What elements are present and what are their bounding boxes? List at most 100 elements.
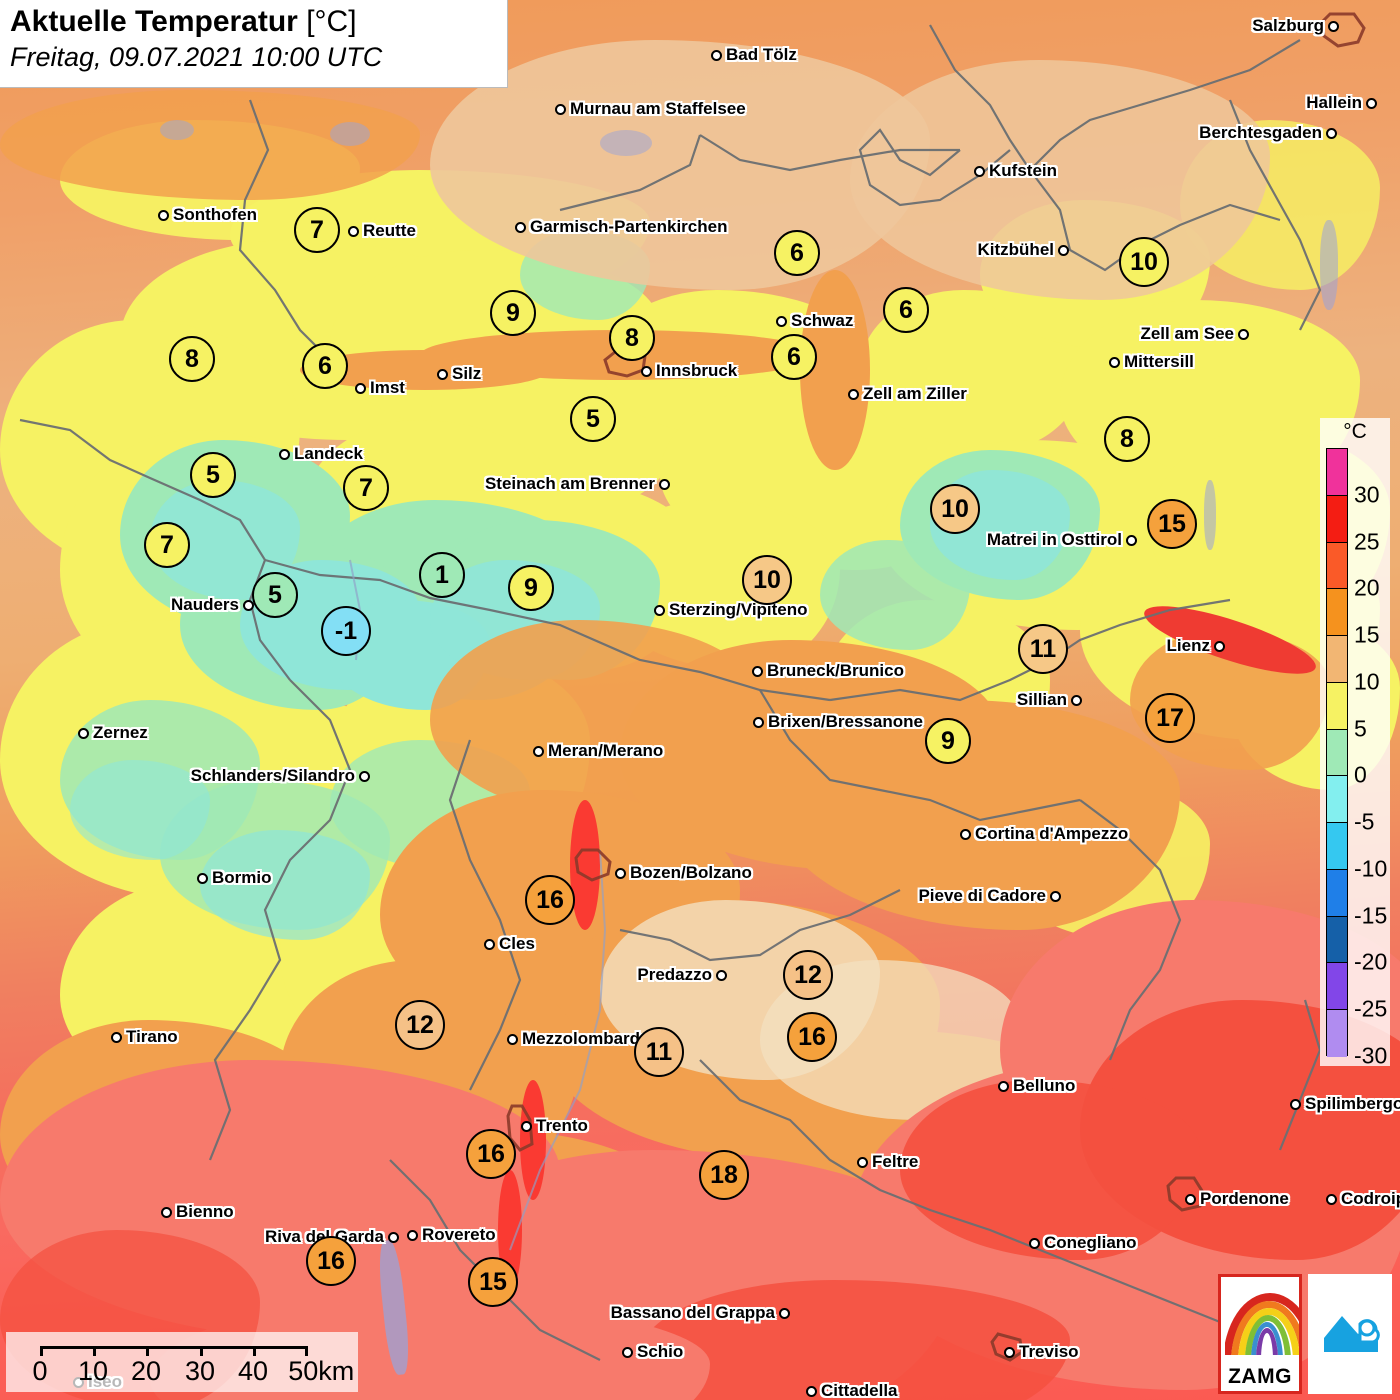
city-name: Brixen/Bressanone (768, 712, 923, 731)
city-label: Cittadella (806, 1381, 898, 1400)
city-label: Imst (355, 378, 405, 398)
city-name: Kitzbühel (977, 240, 1055, 259)
station-temperature-marker[interactable]: 1 (419, 552, 465, 598)
city-marker-dot (484, 938, 495, 950)
title-datetime: Freitag, 09.07.2021 10:00 UTC (10, 42, 383, 72)
mountain-cloud-icon (1324, 1316, 1380, 1352)
city-marker-dot (1185, 1193, 1196, 1205)
legend-tick: -10 (1354, 855, 1388, 882)
city-name: Schlanders/Silandro (190, 766, 355, 785)
city-marker-dot (806, 1385, 817, 1397)
city-name: Imst (370, 378, 405, 397)
station-temperature-marker[interactable]: 5 (252, 572, 298, 618)
legend-band (1327, 636, 1347, 683)
scale-label: 50km (288, 1356, 355, 1386)
geosphere-logo (1308, 1274, 1392, 1394)
color-legend: °C 30 25 20 15 10 5 0 -5 -10 -15 -20 -25 -30 (1320, 418, 1390, 1069)
scale-label: 10 (77, 1356, 109, 1386)
city-name: Schio (637, 1342, 684, 1361)
station-temperature-marker[interactable]: 16 (525, 875, 575, 925)
city-label: Berchtesgaden (1199, 123, 1337, 143)
station-temperature-marker[interactable]: 10 (930, 484, 980, 534)
station-temperature-marker[interactable]: 11 (1018, 624, 1068, 674)
city-marker-dot (776, 315, 787, 327)
station-temperature-marker[interactable]: 9 (925, 718, 971, 764)
city-name: Trento (536, 1116, 588, 1135)
city-name: Hallein (1306, 93, 1362, 112)
city-name: Silz (452, 364, 482, 383)
station-temperature-marker[interactable]: 5 (190, 452, 236, 498)
station-temperature-marker[interactable]: 9 (508, 565, 554, 611)
legend-band (1327, 916, 1347, 964)
station-temperature-marker[interactable]: 18 (699, 1150, 749, 1200)
city-label: Bormio (197, 868, 272, 888)
station-temperature-marker[interactable]: 10 (742, 555, 792, 605)
city-marker-dot (1126, 534, 1137, 546)
legend-band (1327, 589, 1347, 636)
legend-band (1327, 542, 1347, 590)
station-temperature-marker[interactable]: 17 (1145, 693, 1195, 743)
city-label: Cortina d'Ampezzo (960, 824, 1128, 844)
city-name: Sterzing/Vipiteno (669, 600, 808, 619)
station-temperature-marker[interactable]: 15 (468, 1257, 518, 1307)
city-name: Bassano del Grappa (610, 1303, 775, 1322)
station-temperature-marker[interactable]: 7 (144, 522, 190, 568)
station-temperature-marker[interactable]: 16 (306, 1236, 356, 1286)
station-temperature-marker[interactable]: -1 (321, 606, 371, 656)
city-marker-dot (753, 716, 764, 728)
city-label: Conegliano (1029, 1233, 1137, 1253)
station-temperature-marker[interactable]: 7 (294, 207, 340, 253)
station-temperature-marker[interactable]: 10 (1119, 237, 1169, 287)
city-name: Belluno (1013, 1076, 1076, 1095)
city-name: Berchtesgaden (1199, 123, 1322, 142)
station-temperature-marker[interactable]: 8 (169, 336, 215, 382)
station-temperature-marker[interactable]: 6 (774, 230, 820, 276)
city-marker-dot (998, 1080, 1009, 1092)
city-marker-dot (161, 1206, 172, 1218)
city-label: Bruneck/Brunico (752, 661, 904, 681)
legend-band (1327, 823, 1347, 870)
station-temperature-marker[interactable]: 8 (1104, 416, 1150, 462)
station-temperature-marker[interactable]: 16 (787, 1012, 837, 1062)
city-label: Bad Tölz (711, 45, 797, 65)
city-name: Steinach am Brenner (484, 474, 655, 493)
city-marker-dot (654, 604, 665, 616)
city-marker-dot (359, 770, 370, 782)
station-temperature-marker[interactable]: 12 (783, 950, 833, 1000)
city-marker-dot (1050, 890, 1061, 902)
legend-band (1327, 495, 1347, 543)
city-name: Matrei in Osttirol (986, 530, 1122, 549)
station-temperature-marker[interactable]: 6 (883, 287, 929, 333)
station-temperature-marker[interactable]: 11 (634, 1027, 684, 1077)
city-label: Pordenone (1185, 1189, 1289, 1209)
legend-tick: -20 (1354, 948, 1388, 975)
station-temperature-marker[interactable]: 16 (466, 1129, 516, 1179)
city-label: Codroipo (1326, 1189, 1400, 1209)
city-name: Bad Tölz (726, 45, 797, 64)
legend-colorbar (1326, 448, 1348, 1057)
station-temperature-marker[interactable]: 8 (609, 315, 655, 361)
city-label: Garmisch-Partenkirchen (515, 217, 727, 237)
city-name: Tirano (126, 1027, 178, 1046)
station-temperature-marker[interactable]: 6 (302, 343, 348, 389)
city-marker-dot (641, 365, 652, 377)
station-temperature-marker[interactable]: 6 (771, 334, 817, 380)
station-temperature-marker[interactable]: 7 (343, 465, 389, 511)
city-label: Tirano (111, 1027, 178, 1047)
station-temperature-marker[interactable]: 12 (395, 1000, 445, 1050)
station-temperature-marker[interactable]: 5 (570, 396, 616, 442)
city-marker-dot (437, 368, 448, 380)
city-name: Mittersill (1124, 352, 1194, 371)
legend-band (1327, 963, 1347, 1010)
station-temperature-marker[interactable]: 9 (490, 290, 536, 336)
scale-label: 0 (32, 1356, 48, 1386)
city-marker-dot (355, 382, 366, 394)
city-marker-dot (158, 209, 169, 221)
city-name: Lienz (1166, 636, 1210, 655)
city-name: Pordenone (1200, 1189, 1289, 1208)
city-name: Zernez (93, 723, 148, 742)
station-temperature-marker[interactable]: 15 (1147, 499, 1197, 549)
city-label: Treviso (1004, 1342, 1079, 1362)
city-marker-dot (659, 478, 670, 490)
city-marker-dot (1238, 328, 1249, 340)
